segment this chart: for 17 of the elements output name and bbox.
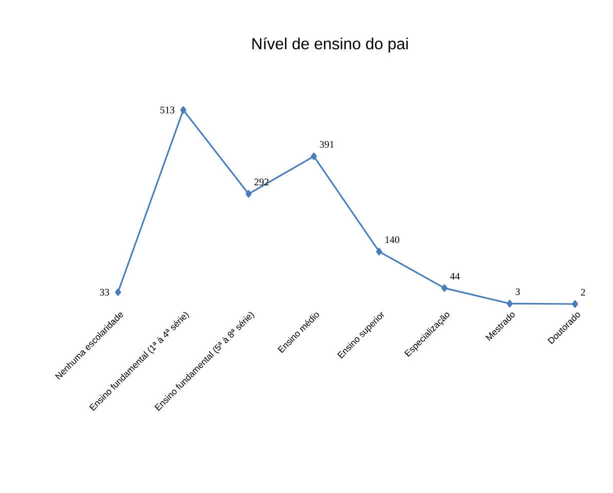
data-label: 2 — [580, 288, 585, 296]
data-label: 33 — [100, 288, 110, 296]
data-label: 391 — [320, 141, 334, 148]
data-label: 292 — [254, 178, 268, 186]
point — [246, 190, 252, 198]
point — [572, 300, 578, 308]
point — [310, 152, 317, 160]
data-label: 44 — [450, 272, 460, 280]
point — [376, 248, 382, 256]
data-label: 3 — [516, 288, 520, 296]
point — [441, 284, 448, 292]
data-label: 140 — [386, 236, 400, 244]
chart-title: Nível de ensino do pai — [252, 37, 408, 53]
point — [180, 106, 186, 114]
data-label: 513 — [160, 106, 174, 114]
point — [506, 300, 513, 308]
point — [114, 288, 122, 296]
